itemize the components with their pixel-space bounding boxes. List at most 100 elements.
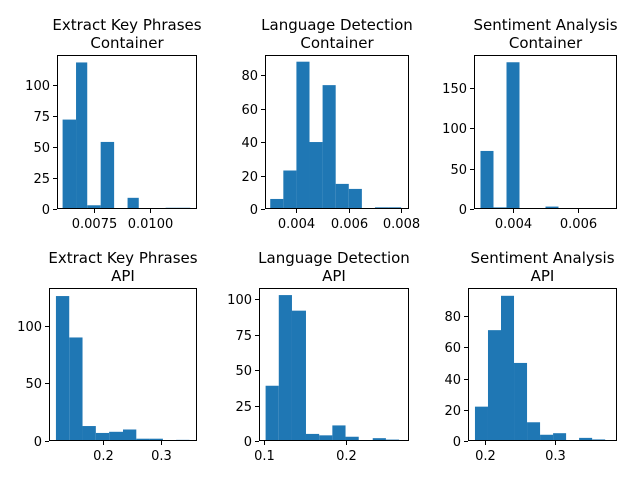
y-tick-label: 50 xyxy=(25,377,42,392)
y-tick-label: 50 xyxy=(33,141,50,156)
x-tick-label: 0.1 xyxy=(254,449,275,464)
histogram-bar xyxy=(474,406,488,441)
histogram-bar xyxy=(322,85,336,209)
y-tick-label: 0 xyxy=(459,203,467,218)
subplot-title: Extract Key Phrases xyxy=(52,16,201,34)
y-tick-label: 40 xyxy=(241,136,258,151)
y-tick-label: 100 xyxy=(25,79,50,94)
x-tick-label: 0.2 xyxy=(93,449,114,464)
subplot-title: API xyxy=(322,267,346,285)
axes-frame xyxy=(468,288,617,441)
y-tick-label: 100 xyxy=(17,320,42,335)
histogram-bar xyxy=(100,141,115,209)
histogram-bar xyxy=(506,62,520,209)
y-tick-label: 60 xyxy=(444,341,461,356)
histogram-bar xyxy=(109,431,123,441)
histogram-bar xyxy=(372,438,386,441)
subplot-1: 0 25 50 75 100 0.0075 0.0100 Extract Key Phrase… xyxy=(25,16,202,232)
histogram-bar xyxy=(76,62,88,209)
y-tick-label: 60 xyxy=(241,103,258,118)
histogram-bar xyxy=(278,295,292,441)
subplot-2: 0 20 40 60 80 0.004 0.006 0.008 Language Detecti… xyxy=(241,16,420,232)
histogram-bar xyxy=(95,432,110,441)
histogram-bar xyxy=(127,197,139,209)
histogram-bar xyxy=(82,426,96,441)
histogram-bar xyxy=(55,296,70,441)
histogram-bar xyxy=(123,429,137,441)
axes-frame xyxy=(49,288,197,441)
subplot-title: Container xyxy=(509,34,583,52)
y-tick-label: 25 xyxy=(235,400,252,415)
histogram-bar xyxy=(553,433,567,441)
histogram-bar xyxy=(149,438,163,441)
y-tick-label: 80 xyxy=(241,69,258,84)
x-tick-label: 0.3 xyxy=(151,449,172,464)
histogram-bar xyxy=(579,437,593,441)
y-tick-label: 0 xyxy=(34,435,42,450)
histogram-bar xyxy=(348,188,362,209)
subplot-title: API xyxy=(531,267,555,285)
x-tick-label: 0.008 xyxy=(383,217,420,232)
y-tick-label: 80 xyxy=(444,310,461,325)
axes-frame xyxy=(474,55,617,209)
histogram-bar xyxy=(283,170,297,209)
histogram-bar xyxy=(69,337,83,441)
y-tick-label: 20 xyxy=(241,170,258,185)
subplot-title: Container xyxy=(90,34,164,52)
histogram-bar xyxy=(540,434,554,441)
axes-frame xyxy=(265,55,409,209)
histogram-bar xyxy=(514,362,528,441)
histogram-bar xyxy=(305,433,320,441)
y-tick-label: 0 xyxy=(244,435,252,450)
subplot-title: API xyxy=(111,267,135,285)
x-tick-label: 0.0075 xyxy=(72,217,118,232)
y-tick-label: 0 xyxy=(453,435,461,450)
x-tick-label: 0.3 xyxy=(545,449,566,464)
y-tick-label: 100 xyxy=(442,122,467,137)
subplot-title: Sentiment Analysis xyxy=(470,249,614,267)
histogram-bar xyxy=(319,435,333,441)
subplot-3: 0 50 100 150 0.004 0.006 Sentiment AnalysisCon… xyxy=(442,16,618,232)
y-tick-label: 0 xyxy=(250,203,258,218)
subplot-title: Language Detection xyxy=(261,16,413,34)
y-tick-label: 50 xyxy=(235,364,252,379)
y-tick-label: 0 xyxy=(42,203,50,218)
y-tick-label: 150 xyxy=(442,82,467,97)
histogram-bar xyxy=(527,422,541,441)
histogram-bar xyxy=(62,119,77,209)
histogram-bar xyxy=(291,310,306,441)
histogram-bar xyxy=(480,150,494,209)
subplot-title: Container xyxy=(300,34,374,52)
histogram-bar xyxy=(136,438,150,441)
y-tick-label: 50 xyxy=(450,163,467,178)
x-tick-label: 0.004 xyxy=(278,217,315,232)
y-tick-label: 75 xyxy=(33,110,50,125)
y-tick-label: 100 xyxy=(227,293,252,308)
axes-frame xyxy=(259,288,409,441)
y-tick-label: 25 xyxy=(33,172,50,187)
subplot-title: Sentiment Analysis xyxy=(473,16,617,34)
histogram-bar xyxy=(345,436,359,441)
x-tick-label: 0.006 xyxy=(331,217,368,232)
histogram-bar xyxy=(296,61,310,210)
histogram-bar xyxy=(309,142,323,209)
y-tick-label: 40 xyxy=(444,373,461,388)
x-tick-label: 0.006 xyxy=(560,217,597,232)
histogram-bar xyxy=(270,198,284,209)
subplot-title: Language Detection xyxy=(258,249,410,267)
subplot-title: Extract Key Phrases xyxy=(48,249,197,267)
histogram-bar xyxy=(501,295,515,441)
histogram-bar xyxy=(87,205,101,209)
histogram-bar xyxy=(335,183,349,209)
x-tick-label: 0.0100 xyxy=(128,217,174,232)
x-tick-label: 0.004 xyxy=(495,217,532,232)
y-tick-label: 20 xyxy=(444,404,461,419)
x-tick-label: 0.2 xyxy=(336,449,357,464)
axes-frame xyxy=(57,55,197,209)
x-tick-label: 0.2 xyxy=(475,449,496,464)
